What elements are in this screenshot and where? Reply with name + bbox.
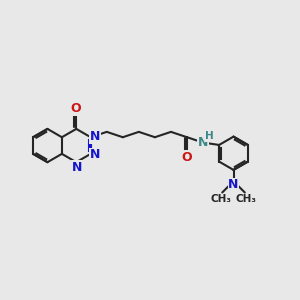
Text: O: O [70,102,81,115]
Text: H: H [205,131,214,141]
Text: N: N [90,130,100,143]
Text: N: N [198,136,208,149]
Text: CH₃: CH₃ [236,194,256,204]
Text: N: N [228,178,239,191]
Text: CH₃: CH₃ [211,194,232,204]
Text: N: N [90,148,100,161]
Text: N: N [72,161,83,174]
Text: O: O [182,151,192,164]
